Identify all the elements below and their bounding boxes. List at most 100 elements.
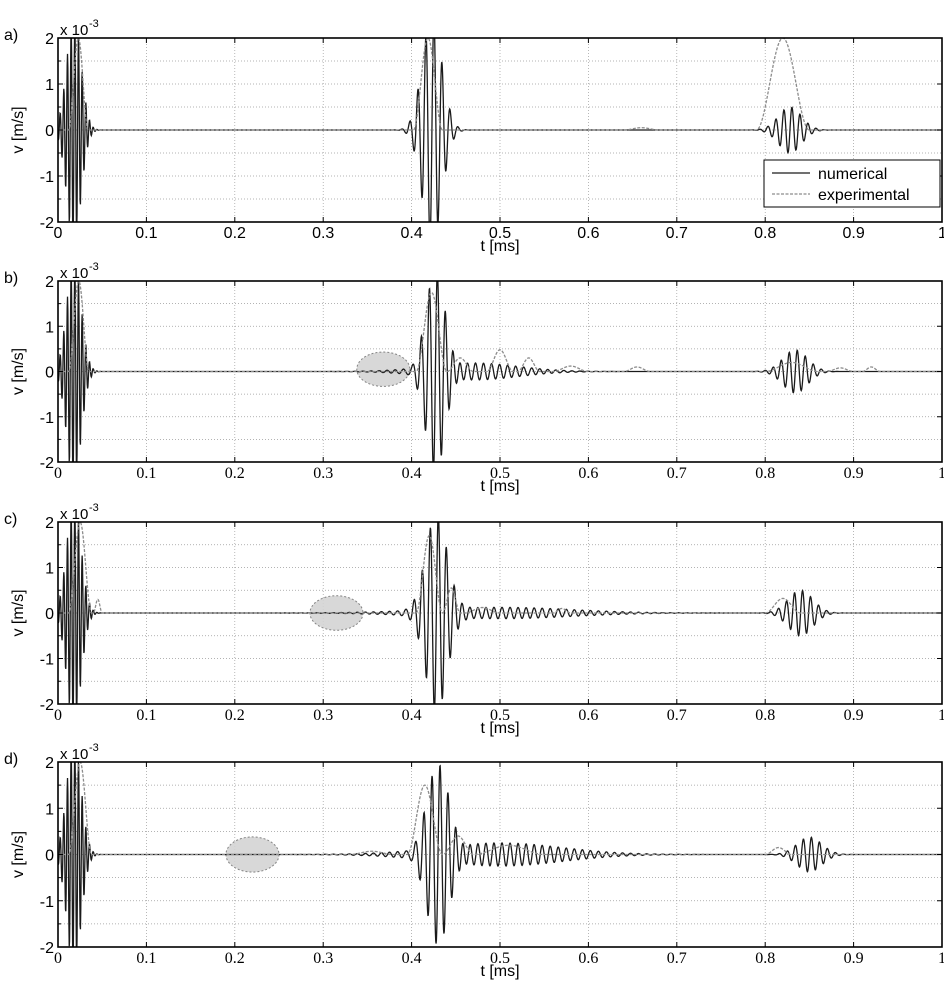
x-tick-label: 0.6 xyxy=(578,465,598,482)
y-tick-label: -1 xyxy=(40,410,54,427)
x-tick-label: 0.5 xyxy=(489,225,511,242)
x-axis-label: t [ms] xyxy=(480,720,519,737)
y-tick-label: -1 xyxy=(40,894,54,911)
y-tick-label: 2 xyxy=(45,515,54,532)
y-tick-label: 1 xyxy=(45,801,54,818)
y-tick-label: 0 xyxy=(45,365,54,382)
x-tick-label: 0.5 xyxy=(490,465,510,482)
x-tick-label: 0.2 xyxy=(225,950,245,967)
y-tick-label: -1 xyxy=(40,652,54,669)
y-axis-label: v [m/s] xyxy=(10,831,27,878)
x-tick-label: 0.4 xyxy=(402,465,422,482)
y-tick-label: 2 xyxy=(45,31,54,48)
x-tick-label: 0.4 xyxy=(400,225,422,242)
x-tick-label: 1 xyxy=(938,707,944,724)
x-tick-label: 0.3 xyxy=(313,950,333,967)
x-tick-label: 0.8 xyxy=(755,465,775,482)
y-axis-label: v [m/s] xyxy=(10,106,27,153)
x-tick-label: 0.7 xyxy=(667,465,687,482)
y-tick-label: 2 xyxy=(45,274,54,291)
y-tick-label: -2 xyxy=(40,455,54,472)
x-tick-label: 0.2 xyxy=(225,707,245,724)
y-tick-label: 2 xyxy=(45,755,54,772)
x-tick-label: 0.1 xyxy=(136,707,156,724)
x-tick-label: 0 xyxy=(54,950,62,967)
x-axis-label: t [ms] xyxy=(480,478,519,495)
x-tick-label: 0.4 xyxy=(402,707,422,724)
series-line-experimental xyxy=(58,522,942,614)
x-tick-label: 0.1 xyxy=(135,225,157,242)
x-tick-label: 0.4 xyxy=(402,950,422,967)
y-tick-label: 1 xyxy=(45,77,54,94)
x-tick-label: 0.3 xyxy=(312,225,334,242)
series-line-experimental xyxy=(58,281,942,373)
y-tick-label: 0 xyxy=(45,606,54,623)
x-tick-label: 0.7 xyxy=(667,707,687,724)
y-exponent-power: -3 xyxy=(89,742,99,754)
x-tick-label: 0.7 xyxy=(666,225,688,242)
x-tick-label: 0.9 xyxy=(844,465,864,482)
series-line-experimental xyxy=(58,762,942,856)
y-exponent-power: -3 xyxy=(89,261,99,273)
series-group xyxy=(58,281,942,462)
series-group xyxy=(58,762,942,947)
panel-d: 0 0.1 0.2 0.3 0.4 0.5 0.6 0.7 0.8 0.9 1 -2 -1 0 1 2 x 10… xyxy=(4,742,944,980)
x-tick-label: 0 xyxy=(54,465,62,482)
x-tick-label: 0.6 xyxy=(578,950,598,967)
y-axis-label: v [m/s] xyxy=(10,348,27,395)
x-tick-label: 0.3 xyxy=(313,707,333,724)
panel-b: 0 0.1 0.2 0.3 0.4 0.5 0.6 0.7 0.8 0.9 1 -2 -1 0 1 2 x 10… xyxy=(4,261,944,495)
y-exponent-power: -3 xyxy=(89,502,99,514)
x-tick-label: 1 xyxy=(938,225,944,242)
panel-label: b) xyxy=(4,270,18,287)
x-tick-label: 0.8 xyxy=(754,225,776,242)
x-tick-label: 1 xyxy=(938,950,944,967)
x-tick-label: 0.3 xyxy=(313,465,333,482)
y-tick-label: 0 xyxy=(45,848,54,865)
x-tick-label: 0.5 xyxy=(490,950,510,967)
y-tick-label: -2 xyxy=(40,215,54,232)
x-tick-label: 0.7 xyxy=(667,950,687,967)
y-tick-label: 1 xyxy=(45,319,54,336)
y-tick-label: -1 xyxy=(40,169,54,186)
x-axis-label: t [ms] xyxy=(480,238,519,255)
x-tick-label: 0.8 xyxy=(755,950,775,967)
panel-label: a) xyxy=(4,27,18,44)
panel-label: d) xyxy=(4,751,18,768)
y-exponent-label: x 10 xyxy=(60,22,88,39)
legend: numerical experimental xyxy=(763,159,941,208)
x-tick-label: 0.9 xyxy=(844,950,864,967)
panel-label: c) xyxy=(4,511,17,528)
highlight-ellipse xyxy=(356,351,411,387)
x-tick-label: 0.2 xyxy=(224,225,246,242)
y-tick-label: -2 xyxy=(40,940,54,957)
series-line-numerical xyxy=(58,281,942,462)
legend-label-experimental: experimental xyxy=(818,187,910,204)
y-exponent-power: -3 xyxy=(89,18,99,30)
y-exponent-label: x 10 xyxy=(60,746,88,763)
series-group xyxy=(58,38,942,222)
panel-c: 0 0.1 0.2 0.3 0.4 0.5 0.6 0.7 0.8 0.9 1 -2 -1 0 1 2 x 10… xyxy=(4,502,944,737)
series-line-experimental xyxy=(58,38,942,131)
x-axis-label: t [ms] xyxy=(480,963,519,980)
panel-a: 0 0.1 0.2 0.3 0.4 0.5 0.6 0.7 0.8 0.9 1 -2 -1 0 1 2 x 10… xyxy=(4,18,944,255)
y-exponent-label: x 10 xyxy=(60,265,88,282)
legend-box xyxy=(763,159,941,208)
legend-label-numerical: numerical xyxy=(818,166,887,183)
y-tick-label: 1 xyxy=(45,561,54,578)
x-tick-label: 0.6 xyxy=(577,225,599,242)
y-tick-label: 0 xyxy=(45,123,54,140)
y-tick-label: -2 xyxy=(40,697,54,714)
x-tick-label: 0.1 xyxy=(136,465,156,482)
y-exponent-label: x 10 xyxy=(60,506,88,523)
x-tick-label: 0.8 xyxy=(755,707,775,724)
x-tick-label: 0.6 xyxy=(578,707,598,724)
x-tick-label: 0.2 xyxy=(225,465,245,482)
x-tick-label: 0.1 xyxy=(136,950,156,967)
x-tick-label: 0.9 xyxy=(844,707,864,724)
x-tick-label: 0.5 xyxy=(490,707,510,724)
x-tick-label: 0 xyxy=(54,707,62,724)
x-tick-label: 1 xyxy=(938,465,944,482)
y-axis-label: v [m/s] xyxy=(10,589,27,636)
